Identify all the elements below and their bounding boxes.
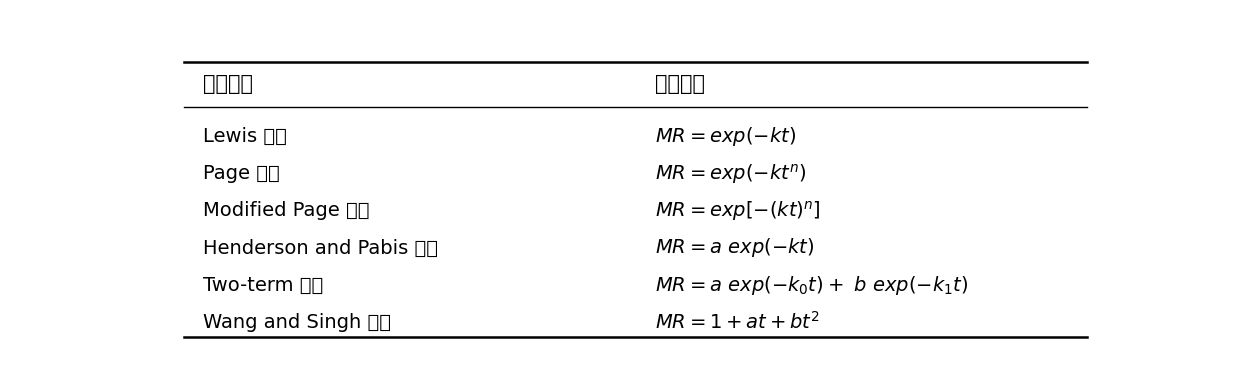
Text: Two-term 模型: Two-term 模型 bbox=[203, 275, 324, 294]
Text: $MR=exp(-kt)$: $MR=exp(-kt)$ bbox=[655, 125, 796, 148]
Text: Page 模型: Page 模型 bbox=[203, 164, 280, 183]
Text: Henderson and Pabis 模型: Henderson and Pabis 模型 bbox=[203, 238, 438, 258]
Text: 模型名称: 模型名称 bbox=[203, 74, 253, 94]
Text: $MR=a\ exp(-kt)$: $MR=a\ exp(-kt)$ bbox=[655, 237, 815, 259]
Text: $MR=exp(-kt^{n})$: $MR=exp(-kt^{n})$ bbox=[655, 162, 806, 186]
Text: $MR=1+at+bt^{2}$: $MR=1+at+bt^{2}$ bbox=[655, 311, 820, 333]
Text: Wang and Singh 模型: Wang and Singh 模型 bbox=[203, 313, 391, 332]
Text: Lewis 模型: Lewis 模型 bbox=[203, 127, 286, 146]
Text: $MR=a\ exp(-k_{0}t)+\ b\ exp(-k_{1}t)$: $MR=a\ exp(-k_{0}t)+\ b\ exp(-k_{1}t)$ bbox=[655, 273, 968, 296]
Text: $MR=exp[-(kt)^{n}]$: $MR=exp[-(kt)^{n}]$ bbox=[655, 199, 821, 223]
Text: Modified Page 模型: Modified Page 模型 bbox=[203, 202, 370, 220]
Text: 模型方程: 模型方程 bbox=[655, 74, 704, 94]
